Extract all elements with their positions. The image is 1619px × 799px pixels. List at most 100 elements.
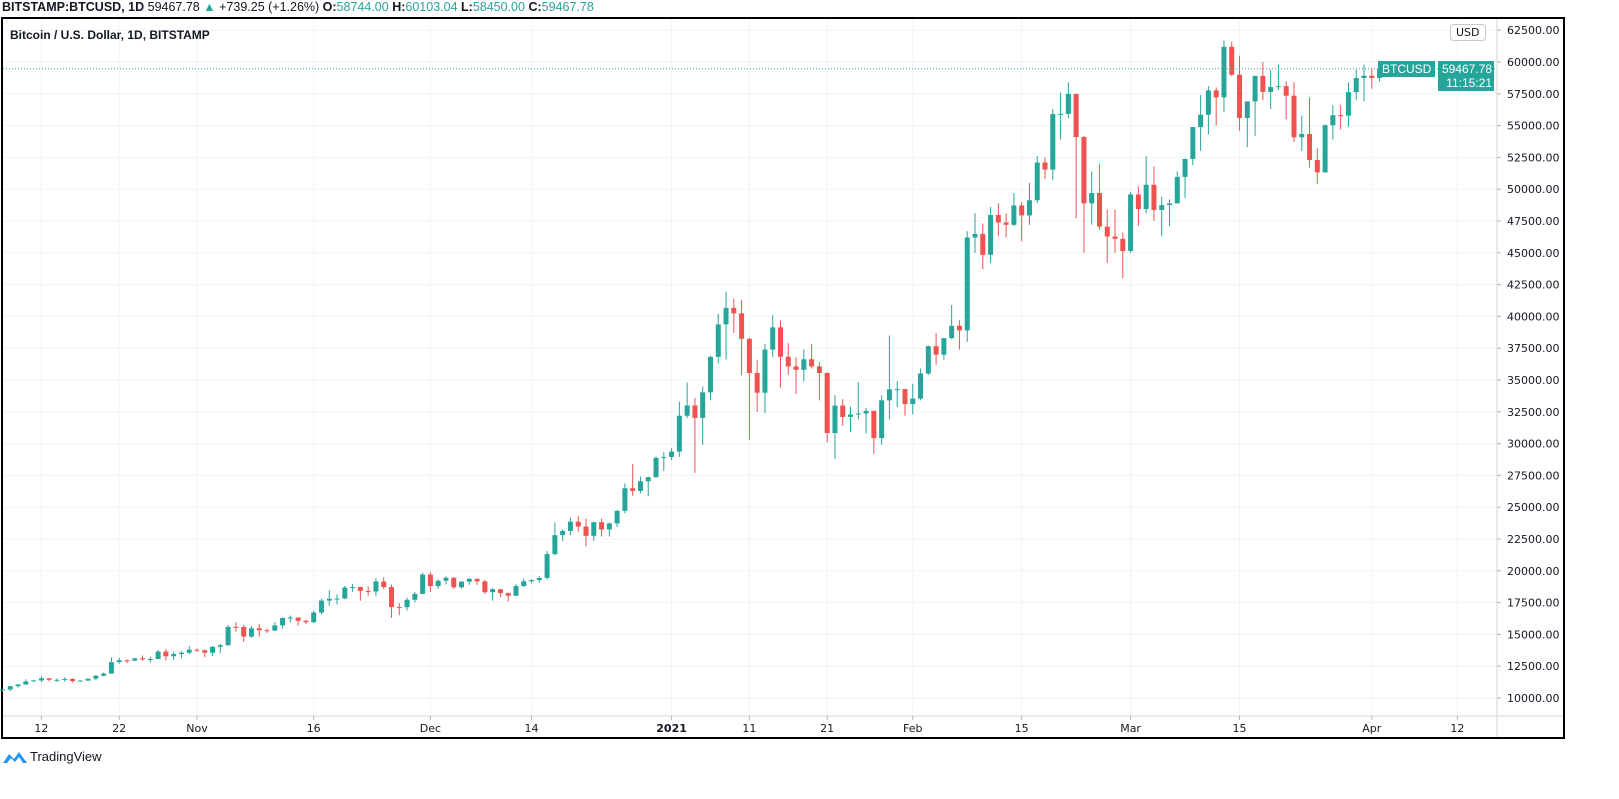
candle-body [536,577,542,581]
candle [1003,213,1009,238]
candle-body [54,679,60,681]
candle-body [754,373,760,393]
candle-body [326,598,332,601]
candle-body [676,415,682,452]
candle [248,626,254,638]
candle-body [474,578,480,582]
candle [474,578,480,585]
candle-body [793,366,799,370]
candle-body [272,625,278,631]
candle-body [295,617,301,621]
time-tick-label: 12 [1450,722,1464,735]
candle-body [995,215,1001,223]
price-tick-label: 57500.00 [1507,88,1560,101]
candle-body [1307,133,1313,160]
candle [832,395,838,459]
candle [778,320,783,388]
candle-body [186,649,192,653]
candle [840,399,846,426]
candle [591,521,597,541]
candle [972,213,978,253]
candle-body [731,307,737,314]
candle-body [178,652,184,654]
candle [707,355,713,401]
up-arrow-icon: ▲ [203,0,216,14]
candle [318,598,324,615]
candle-body [715,324,721,357]
candle [1026,182,1032,225]
candle-body [101,673,107,676]
candle-body [988,215,994,255]
candle-body [871,410,877,439]
candle-body [645,477,651,482]
candle-body [1221,46,1227,98]
candle-body [1190,127,1196,159]
candle-body [1237,74,1243,118]
candle [1058,92,1064,140]
candle [459,581,465,589]
low-value: 58450.00 [472,0,525,14]
candle [653,456,659,478]
time-tick-label: Apr [1362,722,1382,735]
candle-body [1011,205,1017,225]
candle [1081,135,1087,253]
candle [599,518,605,537]
tradingview-brand[interactable]: TradingView [30,749,102,764]
candle [863,407,869,434]
candle-body [1314,159,1320,173]
candle [1229,41,1235,76]
candle-body [1174,176,1180,204]
symbol-header: BITSTAMP:BTCUSD, 1D 59467.78 ▲ +739.25 (… [2,0,594,16]
price-tick-label: 37500.00 [1507,342,1560,355]
candle-body [210,646,216,653]
candle [1135,186,1141,227]
time-tick-label: 12 [34,722,48,735]
candle [178,650,184,659]
candle [949,304,955,340]
candle-body [264,630,270,632]
time-axis[interactable]: 12 22 Nov 16 Dec 14 2021 11 21 Feb 15 Mar 15 Apr 12 [3,715,1563,735]
candle-body [1213,90,1219,98]
chart-frame[interactable] [1,17,1565,739]
price-tick-label: 27500.00 [1507,469,1560,482]
time-tick-label: 15 [1015,722,1029,735]
currency-button[interactable]: USD [1450,24,1486,41]
candle-body [505,593,511,596]
time-tick-label: Nov [186,722,208,735]
candle [202,649,208,658]
price-tick-label: 52500.00 [1507,151,1560,164]
candle [186,645,192,655]
candle [1361,64,1367,102]
candle-body [1260,75,1266,92]
candle [715,313,721,364]
candle-body [599,522,605,530]
price-axis[interactable]: 10000.00 12500.00 15000.00 17500.00 20000.00… [1496,19,1560,737]
candle-body [1198,114,1204,128]
candle-body [1268,87,1274,92]
candle [435,579,441,589]
candle-body [949,325,955,339]
candle [918,368,924,401]
candle-body [614,510,620,524]
symbol-name: BITSTAMP:BTCUSD, 1D [2,0,145,14]
candle-body [1034,162,1040,201]
high-label: H: [392,0,406,14]
candle [995,203,1001,237]
candle-body [778,327,783,357]
price-tick-label: 50000.00 [1507,183,1560,196]
candle-body [848,414,854,417]
candle-body [692,405,698,418]
candle-body [591,522,597,536]
candle [770,315,776,358]
candle-body [1019,205,1025,216]
candle-body [1330,115,1336,126]
candle-body [241,627,247,637]
candle-body [93,675,99,679]
candle-body [116,660,122,663]
candle [521,578,527,587]
candle [70,678,76,683]
candle [482,579,488,594]
candle-body [85,678,91,681]
candle-body [707,356,713,393]
